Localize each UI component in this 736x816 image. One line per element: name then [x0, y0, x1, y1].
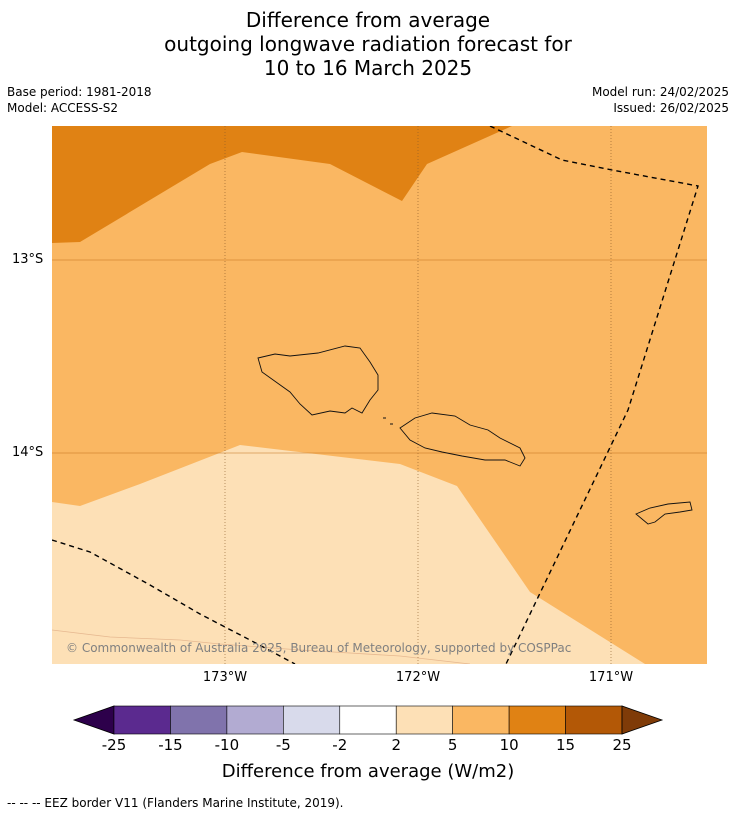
colorbar-tick-label: -5: [275, 736, 291, 754]
tutuila-island-outline: [635, 501, 693, 525]
colorbar-tick-label: 10: [499, 736, 519, 754]
colorbar-bin: [565, 705, 623, 735]
colorbar-tick-label: 5: [447, 736, 458, 754]
anomaly-band-2-5: [52, 445, 645, 664]
colorbar-bin: [395, 705, 453, 735]
colorbar-tick-label: -25: [101, 736, 127, 754]
title-line-2: outgoing longwave radiation forecast for: [164, 32, 572, 56]
eez-legend-note: -- -- -- EEZ border V11 (Flanders Marine…: [7, 796, 344, 810]
metadata-right: Model run: 24/02/2025 Issued: 26/02/2025: [592, 84, 729, 116]
model-run: Model run: 24/02/2025: [591, 85, 729, 99]
colorbar-tick-label: -15: [158, 736, 183, 754]
colorbar-bin: [508, 705, 566, 735]
colorbar-bin: [339, 705, 397, 735]
metadata-left: Base period: 1981-2018 Model: ACCESS-S2: [7, 84, 152, 116]
latitude-gridlines: [52, 259, 707, 454]
colorbar-label: Difference from average (W/m2): [221, 761, 515, 782]
copyright-notice: © Commonwealth of Australia 2025, Bureau…: [66, 641, 572, 655]
colorbar-tick-label: 25: [612, 736, 632, 754]
colorbar-bin: [170, 705, 228, 735]
colorbar-tick-label: -2: [332, 736, 348, 754]
lon-label-171w: 171°W: [588, 670, 634, 685]
colorbar-bin: [113, 705, 171, 735]
title-line-3: 10 to 16 March 2025: [263, 56, 473, 80]
base-period: Base period: 1981-2018: [7, 85, 152, 99]
colorbar: [72, 705, 664, 735]
colorbar-tick-label: 2: [391, 736, 401, 754]
eez-border-southwest: [52, 539, 296, 664]
lon-label-173w: 173°W: [202, 670, 248, 685]
colorbar-bin: [226, 705, 284, 735]
colorbar-bin: [452, 705, 510, 735]
colorbar-tick-label: -10: [214, 736, 240, 754]
colorbar-extend-high: [621, 705, 664, 735]
lat-label-13s: 13°S: [12, 252, 44, 267]
lat-label-14s: 14°S: [12, 445, 44, 460]
map-panel: [52, 126, 707, 664]
upolu-island-outline: [399, 412, 526, 467]
savaii-island-outline: [257, 345, 379, 416]
colorbar-extend-low: [72, 705, 115, 735]
colorbar-bin: [283, 705, 341, 735]
anomaly-band-10-15: [52, 126, 512, 243]
colorbar-tick-label: 15: [556, 736, 576, 754]
model-name: Model: ACCESS-S2: [7, 101, 119, 115]
issued-date: Issued: 26/02/2025: [613, 101, 729, 115]
contour-line: [52, 629, 471, 664]
small-islets-outline: [383, 417, 393, 425]
eez-border-east: [489, 126, 699, 664]
title-line-1: Difference from average: [245, 8, 491, 32]
chart-title: Difference from average outgoing longwav…: [0, 8, 736, 80]
lon-label-172w: 172°W: [395, 670, 441, 685]
